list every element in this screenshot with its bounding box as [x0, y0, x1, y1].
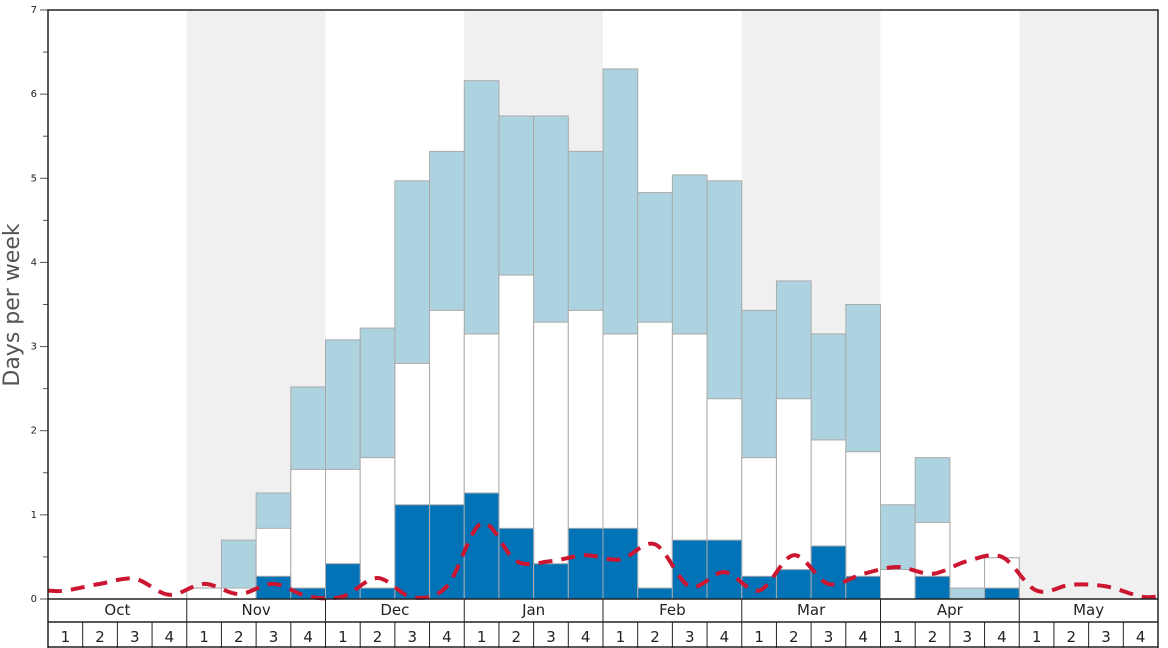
week-label: 3	[962, 628, 972, 646]
month-label-oct: Oct	[104, 601, 130, 619]
week-label: 3	[685, 628, 695, 646]
week-label: 2	[234, 628, 244, 646]
month-label-apr: Apr	[937, 601, 964, 619]
bar-dark-blue	[463, 492, 500, 600]
plot-frame	[47, 9, 1159, 600]
bar-white	[186, 587, 222, 600]
bar-dark-blue	[984, 587, 1020, 600]
bar-white	[845, 451, 881, 600]
y-tick-label: 3	[31, 342, 37, 353]
bar-dark-blue	[775, 569, 812, 600]
month-label-nov: Nov	[241, 601, 270, 619]
bar-dark-blue	[359, 587, 396, 600]
week-label: 1	[1032, 628, 1042, 646]
week-label: 2	[95, 628, 105, 646]
dashed-trend-path	[47, 521, 1159, 601]
week-label: 1	[61, 628, 71, 646]
week-label: 4	[720, 628, 730, 646]
bar-dark-blue	[914, 575, 951, 600]
week-label: 1	[754, 628, 764, 646]
week-label: 2	[789, 628, 799, 646]
week-label: 4	[1136, 628, 1146, 646]
bar-dark-blue	[602, 527, 639, 600]
bar-dark-blue	[671, 539, 708, 600]
week-label: 4	[858, 628, 868, 646]
bar-series	[186, 68, 1020, 600]
week-label: 4	[303, 628, 313, 646]
bar-dark-blue	[325, 563, 361, 600]
dashed-trend-line	[47, 521, 1159, 601]
week-label: 1	[616, 628, 626, 646]
y-tick-label: 5	[31, 173, 37, 184]
bar-white	[359, 457, 396, 600]
week-label: 4	[442, 628, 452, 646]
week-label: 3	[407, 628, 417, 646]
bar-white	[290, 468, 326, 600]
bar-dark-blue	[394, 504, 431, 600]
month-label-dec: Dec	[380, 601, 409, 619]
week-label: 1	[893, 628, 903, 646]
y-tick-label: 6	[31, 89, 37, 100]
bar-white	[775, 398, 812, 600]
month-shade-may	[1019, 10, 1158, 599]
y-axis: 0 1 2 3 4 5 6 7	[31, 5, 48, 605]
month-label-mar: Mar	[797, 601, 826, 619]
week-label: 1	[199, 628, 209, 646]
week-label: 4	[997, 628, 1007, 646]
bar-light-blue	[949, 587, 986, 600]
bar-dark-blue	[567, 527, 604, 600]
week-label: 2	[512, 628, 522, 646]
week-label: 3	[546, 628, 556, 646]
bar-dark-blue	[706, 539, 743, 600]
bar-dark-blue	[533, 563, 569, 600]
y-tick-label: 4	[31, 257, 37, 268]
bar-white	[741, 457, 777, 600]
week-label: 2	[373, 628, 383, 646]
bar-dark-blue	[637, 587, 673, 600]
bar-white	[880, 569, 916, 600]
week-label: 2	[928, 628, 938, 646]
month-label-jan: Jan	[521, 601, 545, 619]
week-label: 1	[338, 628, 348, 646]
bar-white	[533, 321, 569, 600]
bar-dark-blue	[255, 575, 292, 600]
week-label: 2	[650, 628, 660, 646]
week-label: 3	[130, 628, 140, 646]
y-tick-label: 7	[31, 5, 37, 16]
week-label: 3	[1101, 628, 1111, 646]
week-label: 2	[1067, 628, 1077, 646]
week-label: 3	[824, 628, 834, 646]
week-label: 4	[581, 628, 591, 646]
week-label: 4	[165, 628, 175, 646]
month-label-may: May	[1073, 601, 1104, 619]
y-tick-label: 1	[31, 510, 37, 521]
month-label-feb: Feb	[659, 601, 686, 619]
week-label: 1	[477, 628, 487, 646]
week-label: 3	[269, 628, 279, 646]
x-axis: Oct 1 2 3 4 Nov 1 2 3 4 Dec 1 2 3 4 Jan 1 2 3 4 Feb 1 2 3 4 Mar 1 2…	[47, 599, 1159, 648]
y-axis-title: Days per week	[0, 223, 25, 386]
y-tick-label: 2	[31, 426, 37, 437]
y-tick-label: 0	[31, 594, 37, 605]
